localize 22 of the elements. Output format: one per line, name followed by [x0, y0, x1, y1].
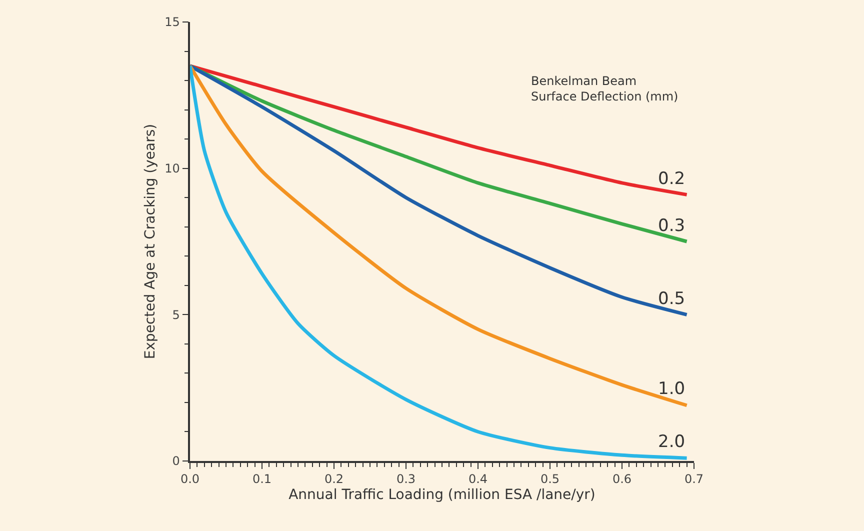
x-tick-label: 0.1 — [252, 472, 272, 486]
x-axis-title: Annual Traffic Loading (million ESA /lane/yr) — [288, 486, 596, 503]
x-tick-label: 0.4 — [468, 472, 488, 486]
series-label: 2.0 — [658, 432, 686, 452]
series-label: 0.5 — [658, 289, 686, 309]
x-tick-label: 0.7 — [684, 472, 704, 486]
line-series — [190, 64, 689, 196]
line-series — [190, 64, 689, 316]
x-tick-label: 0.3 — [396, 472, 416, 486]
y-tick-label: 15 — [164, 15, 180, 30]
x-tick-label: 0.6 — [612, 472, 632, 486]
y-tick-label: 5 — [172, 308, 180, 322]
y-tick-label: 0 — [172, 454, 180, 468]
x-tick-label: 0.0 — [180, 472, 200, 486]
series-label: 1.0 — [658, 379, 686, 399]
y-tick-label: 10 — [164, 162, 180, 176]
legend-title: Benkelman Beam Surface Deflection (mm) — [531, 74, 678, 104]
x-tick-label: 0.5 — [540, 472, 560, 486]
y-axis-title: Expected Age at Cracking (years) — [142, 124, 159, 360]
series-label: 0.2 — [658, 169, 686, 189]
x-tick-label: 0.2 — [324, 472, 344, 486]
series-label: 0.3 — [658, 216, 686, 236]
